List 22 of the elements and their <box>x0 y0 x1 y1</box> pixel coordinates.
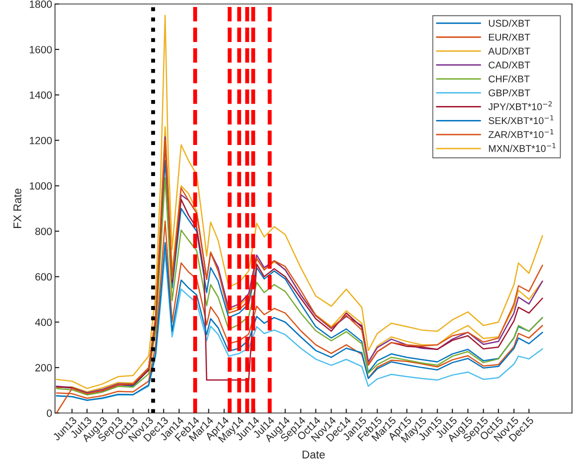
legend-label: MXN/XBT*10$^{−1}$ <box>488 143 556 152</box>
y-tick-label: 1400 <box>30 91 52 99</box>
x-axis-title: Date <box>302 450 325 458</box>
legend-label: EUR/XBT <box>488 33 530 41</box>
legend-label: CHF/XBT <box>488 75 530 82</box>
y-tick-label: 1000 <box>30 182 52 190</box>
y-tick-label: 0 <box>46 410 52 417</box>
y-tick-label: 800 <box>35 228 52 236</box>
legend-label: AUD/XBT <box>488 47 530 55</box>
y-tick-label: 600 <box>35 273 52 281</box>
legend-label: SEK/XBT*10$^{−1}$ <box>488 115 554 124</box>
y-tick-label: 1800 <box>30 0 52 8</box>
legend-label: GBP/XBT <box>488 89 530 96</box>
legend-label: ZAR/XBT*10$^{−1}$ <box>488 129 554 138</box>
y-tick-label: 400 <box>35 318 52 326</box>
y-tick-label: 1200 <box>30 136 52 144</box>
y-axis-title: FX Rate <box>14 188 22 228</box>
legend-label: CAD/XBT <box>488 61 530 68</box>
legend-label: JPY/XBT*10$^{−2}$ <box>488 101 552 110</box>
y-tick-label: 200 <box>35 364 52 372</box>
legend-label: USD/XBT <box>488 20 530 27</box>
y-tick-label: 1600 <box>30 46 52 54</box>
